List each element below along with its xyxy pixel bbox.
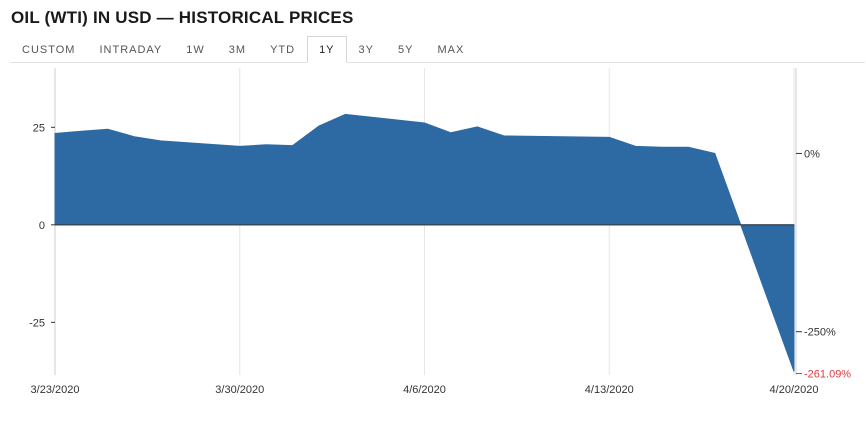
- tab-custom[interactable]: CUSTOM: [22, 44, 76, 56]
- tab-3y[interactable]: 3Y: [358, 44, 374, 56]
- y-tick-label: 0: [39, 220, 45, 232]
- tab-intraday[interactable]: INTRADAY: [99, 44, 163, 56]
- data-point: [132, 135, 136, 139]
- data-point: [106, 127, 110, 131]
- data-point: [317, 124, 321, 128]
- page-title: OIL (WTI) IN USD — HISTORICAL PRICES: [11, 8, 354, 27]
- data-point: [291, 144, 295, 148]
- data-point: [634, 144, 638, 148]
- x-tick-label: 3/30/2020: [215, 384, 264, 396]
- change-label: -261.09%: [804, 368, 851, 380]
- data-point: [792, 370, 796, 374]
- x-tick-label: 4/13/2020: [585, 384, 634, 396]
- price-chart[interactable]: 25 0 -25 3/23/2020 3/30/2020 4/6/2020 4/13/202…: [0, 62, 866, 429]
- right-axis-tick-label: -250%: [804, 327, 836, 339]
- data-point: [686, 145, 690, 149]
- data-point: [502, 134, 506, 138]
- data-point: [449, 131, 453, 135]
- data-point: [238, 144, 242, 148]
- data-point: [264, 143, 268, 147]
- data-point: [607, 135, 611, 139]
- price-area: [54, 113, 795, 372]
- data-point: [159, 139, 163, 143]
- data-point: [343, 112, 347, 116]
- tab-1w[interactable]: 1W: [186, 44, 205, 56]
- y-tick-label: 25: [33, 122, 45, 134]
- data-point: [79, 129, 83, 133]
- data-point: [713, 151, 717, 155]
- x-tick-label: 4/6/2020: [403, 384, 446, 396]
- right-axis-tick-label: 0%: [804, 148, 820, 160]
- data-point: [423, 121, 427, 125]
- tab-3m[interactable]: 3M: [228, 44, 247, 56]
- x-tick-label: 4/20/2020: [770, 384, 819, 396]
- tab-max[interactable]: MAX: [437, 44, 465, 56]
- x-tick-label: 3/23/2020: [31, 384, 80, 396]
- tab-5y[interactable]: 5Y: [398, 44, 414, 56]
- data-point: [660, 145, 664, 149]
- range-tabs: CUSTOM INTRADAY 1W 3M YTD 1Y 3Y 5Y MAX: [10, 36, 865, 63]
- data-point: [475, 125, 479, 129]
- y-tick-label: -25: [29, 317, 45, 329]
- tab-1y[interactable]: 1Y: [307, 36, 347, 63]
- tab-ytd[interactable]: YTD: [270, 44, 296, 56]
- data-point: [53, 132, 57, 136]
